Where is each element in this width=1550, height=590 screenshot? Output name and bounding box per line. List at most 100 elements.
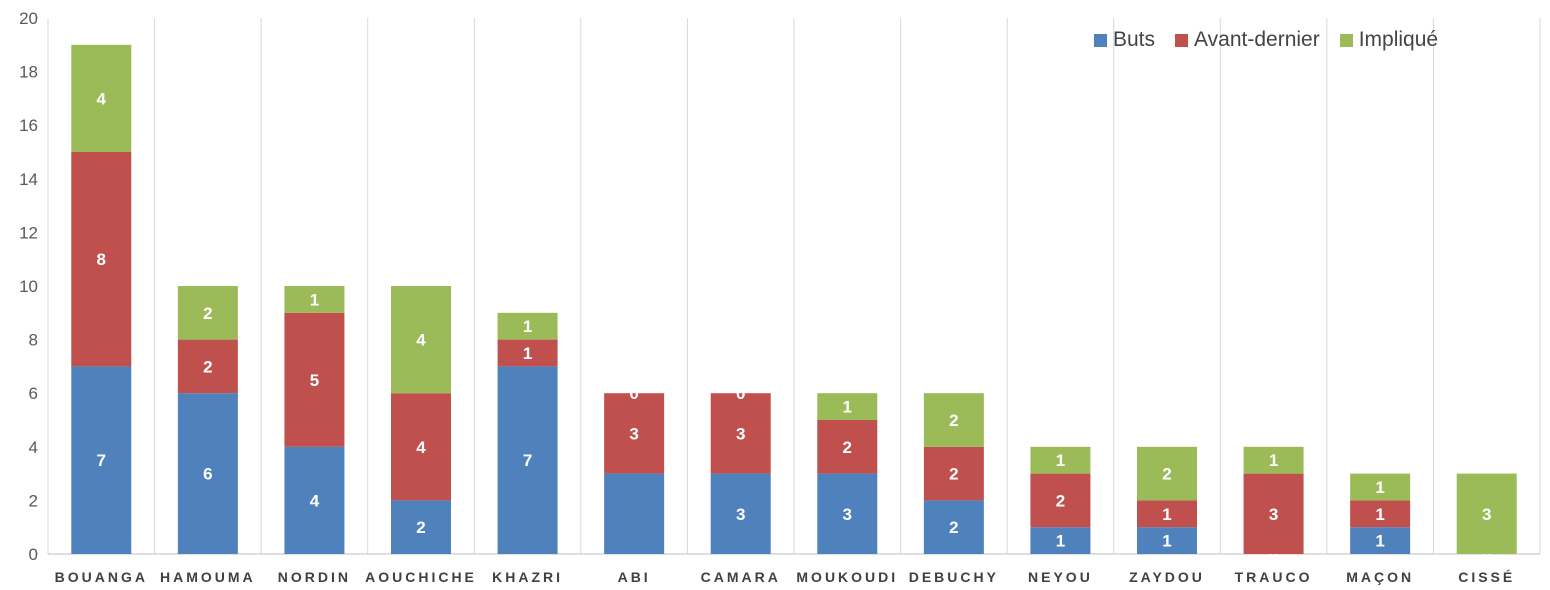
bar-segment [71, 366, 132, 554]
y-tick-label: 2 [29, 491, 38, 510]
x-category-label: TRAUCO [1235, 569, 1313, 585]
data-label: 2 [203, 304, 212, 323]
data-label: 1 [523, 317, 532, 336]
bar-segment [710, 473, 771, 554]
data-label: 2 [843, 438, 852, 457]
legend-item-avant-dernier: Avant-dernier [1175, 28, 1320, 52]
bar-segment [1137, 527, 1197, 554]
legend-label-buts: Buts [1113, 28, 1156, 51]
data-label: 0 [1482, 545, 1491, 564]
bar-segment [923, 446, 984, 501]
bar-segment [1030, 446, 1091, 474]
x-category-label: CISSÉ [1458, 569, 1515, 585]
legend-swatch-avant-dernier [1175, 33, 1189, 47]
data-label: 1 [523, 344, 532, 363]
x-category-label: NEYOU [1028, 569, 1093, 585]
data-label: 2 [949, 518, 958, 537]
data-label: 4 [416, 438, 426, 457]
bar-segment [391, 500, 451, 554]
y-tick-label: 12 [19, 223, 38, 242]
bar-segment [497, 366, 558, 554]
bar-segment [71, 44, 132, 152]
data-label: 3 [1269, 505, 1278, 524]
data-label: 2 [1056, 491, 1065, 510]
legend-item-implique: Impliqué [1339, 28, 1438, 52]
data-label: 5 [310, 371, 319, 390]
bar-segment [71, 152, 132, 367]
data-label: 1 [1375, 505, 1384, 524]
data-label: 7 [523, 451, 532, 470]
data-label: 2 [1162, 465, 1171, 484]
bar-segment [177, 286, 238, 340]
bar-segment [817, 393, 878, 420]
data-label: 3 [843, 505, 852, 524]
data-label: 1 [1269, 451, 1278, 470]
bar-segment [1350, 527, 1411, 554]
data-label: 1 [310, 290, 319, 309]
data-label: 1 [1375, 532, 1384, 551]
y-tick-label: 10 [19, 277, 38, 296]
x-category-label: ABI [618, 569, 651, 585]
legend-swatch-implique [1339, 33, 1353, 47]
bar-segment [391, 393, 451, 501]
data-label: 0 [1269, 545, 1278, 564]
bar-segment [284, 312, 345, 447]
x-category-label: KHAZRI [492, 569, 563, 585]
x-category-label: ZAYDOU [1129, 569, 1205, 585]
bar-segment [1243, 446, 1304, 474]
data-label: 3 [736, 505, 745, 524]
bar-segment [1456, 473, 1517, 554]
data-label: 2 [949, 411, 958, 430]
bar-segment [391, 286, 451, 394]
bar-segment [604, 393, 665, 474]
y-tick-label: 0 [29, 545, 38, 564]
bar-segment [710, 393, 771, 474]
data-label: 1 [1056, 451, 1065, 470]
y-tick-label: 14 [19, 170, 38, 189]
x-category-label: BOUANGA [55, 569, 148, 585]
data-label: 1 [1162, 505, 1171, 524]
y-tick-label: 16 [19, 116, 38, 135]
data-label: 3 [1482, 505, 1491, 524]
x-category-label: MOUKOUDI [796, 569, 898, 585]
bar-segment [1350, 473, 1411, 501]
bar-segment [1030, 527, 1091, 554]
bar-segment [923, 393, 984, 447]
data-label: 1 [1162, 532, 1171, 551]
bar-segment [1030, 473, 1091, 528]
bar-segment [1137, 446, 1197, 501]
bar-segment [497, 312, 558, 340]
data-label: 0 [736, 384, 745, 403]
data-label: 2 [416, 518, 425, 537]
legend-item-buts: Buts [1094, 28, 1155, 52]
y-tick-label: 18 [19, 63, 38, 82]
data-label: 4 [97, 89, 107, 108]
bar-segment [284, 446, 345, 554]
x-category-label: DEBUCHY [909, 569, 999, 585]
y-tick-label: 20 [19, 9, 38, 28]
legend-label-avant-dernier: Avant-dernier [1194, 28, 1320, 51]
data-label: 1 [843, 398, 852, 417]
x-category-label: CAMARA [701, 569, 781, 585]
legend: Buts Avant-dernier Impliqué [1094, 28, 1438, 52]
data-label: 0 [629, 384, 638, 403]
bar-segment [1243, 473, 1304, 554]
data-label: 2 [203, 357, 212, 376]
data-label: 1 [1056, 532, 1065, 551]
bar-segment [497, 339, 558, 367]
data-label: 3 [629, 424, 638, 443]
data-label: 7 [97, 451, 106, 470]
x-category-label: MAÇON [1346, 569, 1414, 585]
data-label: 4 [416, 331, 426, 350]
y-tick-label: 8 [29, 331, 38, 350]
data-label: 8 [97, 250, 106, 269]
bar-segment [817, 420, 878, 474]
bar-segment [817, 473, 878, 554]
bar-segment [284, 286, 345, 313]
data-label: 2 [949, 465, 958, 484]
legend-swatch-buts [1094, 33, 1107, 47]
bar-segment [177, 393, 238, 554]
bar-segment [1137, 500, 1197, 528]
bar-segment [1350, 500, 1411, 528]
